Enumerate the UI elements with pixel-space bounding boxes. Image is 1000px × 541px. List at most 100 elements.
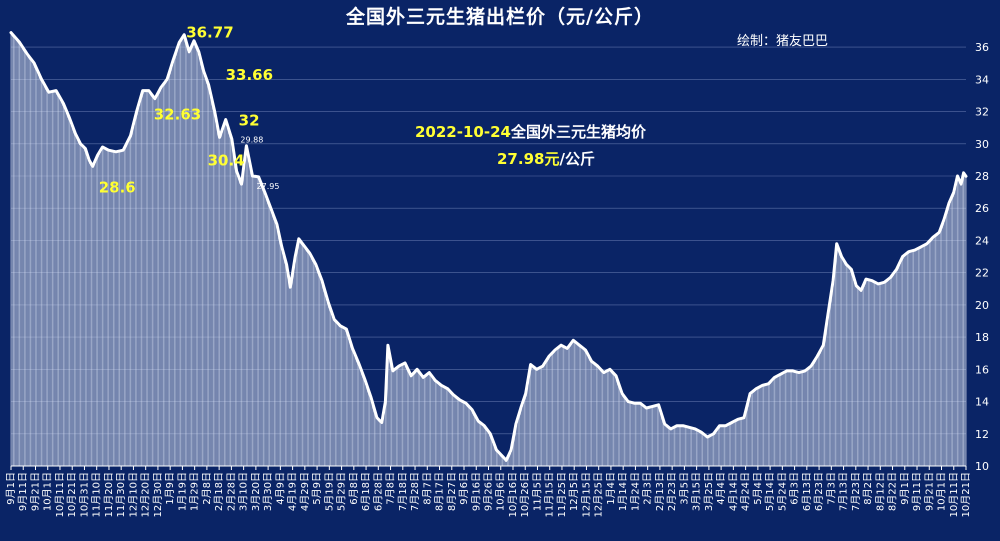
x-tick-label: 2月18日 — [213, 472, 225, 511]
y-tick-label: 22 — [975, 267, 989, 280]
y-tick-label: 30 — [975, 138, 989, 151]
x-tick-label: 12月25日 — [593, 472, 605, 517]
annotation-label: 28.6 — [99, 178, 136, 196]
latest-price-unit-yuan: 元 — [544, 150, 560, 168]
x-tick-label: 9月26日 — [483, 472, 495, 511]
chart-title: 全国外三元生猪出栏价（元/公斤） — [346, 6, 654, 28]
x-tick-label: 9月21日 — [923, 472, 935, 511]
x-tick-label: 10月26日 — [519, 472, 531, 517]
x-tick-label: 11月30日 — [115, 472, 127, 517]
x-tick-label: 9月6日 — [458, 472, 470, 505]
x-tick-label: 11月15日 — [544, 472, 556, 517]
x-tick-label: 9月16日 — [470, 472, 482, 511]
x-tick-label: 7月28日 — [409, 472, 421, 511]
x-tick-label: 3月30日 — [262, 472, 274, 511]
x-tick-label: 7月23日 — [850, 472, 862, 511]
x-tick-label: 1月29日 — [189, 472, 201, 511]
y-tick-label: 28 — [975, 170, 989, 183]
x-tick-label: 10月1日 — [936, 472, 948, 511]
x-tick-label: 5月19日 — [323, 472, 335, 511]
y-tick-label: 10 — [975, 460, 989, 473]
x-tick-label: 10月11日 — [948, 472, 960, 517]
x-tick-label: 9月1日 — [899, 472, 911, 505]
x-tick-label: 5月4日 — [752, 472, 764, 505]
annotation-label: 29.88 — [240, 136, 263, 145]
x-tick-label: 4月29日 — [299, 472, 311, 511]
y-tick-label: 32 — [975, 106, 989, 119]
y-tick-label: 26 — [975, 202, 989, 215]
x-tick-label: 2月23日 — [666, 472, 678, 511]
x-tick-label: 10月11日 — [54, 472, 66, 517]
x-tick-label: 12月20日 — [140, 472, 152, 517]
x-tick-label: 9月21日 — [29, 472, 41, 511]
latest-price-unit-rest: /公斤 — [559, 150, 595, 168]
x-tick-label: 6月23日 — [813, 472, 825, 511]
x-tick-label: 11月10日 — [91, 472, 103, 517]
y-tick-label: 20 — [975, 299, 989, 312]
x-tick-label: 7月8日 — [385, 472, 397, 505]
x-tick-label: 7月13日 — [838, 472, 850, 511]
x-tick-label: 4月24日 — [740, 472, 752, 511]
y-tick-label: 34 — [975, 73, 989, 86]
x-tick-label: 10月31日 — [78, 472, 90, 517]
x-tick-label: 6月13日 — [801, 472, 813, 511]
x-tick-label: 7月18日 — [397, 472, 409, 511]
x-tick-label: 12月5日 — [568, 472, 580, 511]
x-tick-label: 3月25日 — [703, 472, 715, 511]
annotation-label: 33.66 — [226, 66, 273, 84]
x-tick-label: 12月30日 — [152, 472, 164, 517]
annotation-label: 32.63 — [154, 105, 201, 123]
price-line — [9, 31, 968, 462]
x-tick-label: 2月3日 — [642, 472, 654, 505]
latest-price-note-line1: 2022-10-24全国外三元生猪均价 — [415, 121, 646, 142]
x-tick-label: 3月5日 — [678, 472, 690, 505]
x-tick-label: 6月28日 — [372, 472, 384, 511]
x-tick-label: 8月2日 — [862, 472, 874, 505]
x-tick-label: 2月28日 — [225, 472, 237, 511]
x-tick-label: 12月10日 — [127, 472, 139, 517]
x-tick-label: 10月21日 — [960, 472, 972, 517]
x-tick-label: 6月18日 — [360, 472, 372, 511]
y-tick-label: 24 — [975, 234, 989, 247]
x-tick-label: 9月11日 — [911, 472, 923, 511]
x-tick-label: 5月9日 — [311, 472, 323, 505]
x-tick-label: 7月3日 — [825, 472, 837, 505]
x-tick-label: 6月8日 — [348, 472, 360, 505]
y-tick-label: 36 — [975, 41, 989, 54]
annotation-label: 30.4 — [208, 151, 245, 169]
x-tick-label: 5月29日 — [336, 472, 348, 511]
x-tick-label: 4月9日 — [274, 472, 286, 505]
x-tick-label: 5月24日 — [776, 472, 788, 511]
x-tick-label: 8月17日 — [434, 472, 446, 511]
x-tick-label: 8月22日 — [887, 472, 899, 511]
x-tick-label: 1月4日 — [605, 472, 617, 505]
author-credit: 绘制：猪友巴巴 — [737, 34, 829, 49]
latest-price-value: 27.98 — [497, 150, 545, 168]
x-tick-label: 8月27日 — [446, 472, 458, 511]
x-tick-label: 3月10日 — [238, 472, 250, 511]
x-tick-label: 11月5日 — [531, 472, 543, 511]
x-tick-label: 3月20日 — [250, 472, 262, 511]
x-tick-label: 10月6日 — [495, 472, 507, 511]
x-tick-label: 4月14日 — [727, 472, 739, 511]
x-tick-label: 2月8日 — [201, 472, 213, 505]
x-tick-label: 1月19日 — [176, 472, 188, 511]
x-tick-label: 6月3日 — [789, 472, 801, 505]
latest-note-text: 全国外三元生猪均价 — [510, 123, 646, 141]
x-tick-label: 10月16日 — [507, 472, 519, 517]
x-tick-label: 4月4日 — [715, 472, 727, 505]
annotation-label: 27.95 — [257, 182, 280, 191]
x-tick-label: 1月24日 — [629, 472, 641, 511]
x-tick-label: 3月15日 — [691, 472, 703, 511]
x-tick-label: 8月7日 — [421, 472, 433, 505]
x-tick-label: 1月14日 — [617, 472, 629, 511]
x-tick-label: 11月25日 — [556, 472, 568, 517]
x-tick-label: 10月1日 — [42, 472, 54, 511]
y-tick-label: 16 — [975, 363, 989, 376]
annotation-label: 32 — [239, 112, 260, 130]
latest-price-note-line2: 27.98元/公斤 — [497, 148, 595, 169]
x-tick-label: 9月1日 — [5, 472, 17, 505]
y-tick-label: 12 — [975, 428, 989, 441]
